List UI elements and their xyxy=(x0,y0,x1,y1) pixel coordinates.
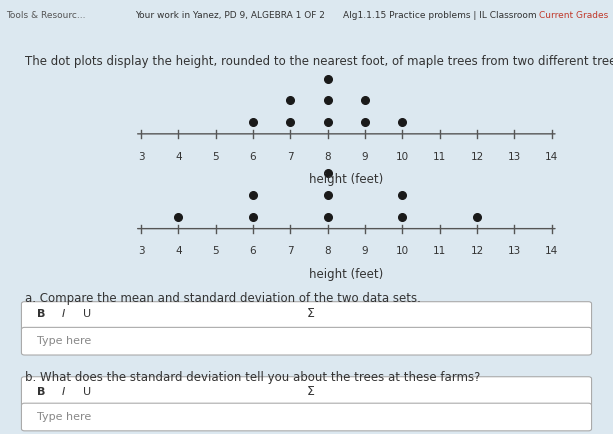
Text: 12: 12 xyxy=(470,247,484,256)
Text: height (feet): height (feet) xyxy=(309,173,384,186)
Text: Σ: Σ xyxy=(306,385,314,398)
Text: 14: 14 xyxy=(545,247,558,256)
Text: 13: 13 xyxy=(508,151,521,161)
Text: a. Compare the mean and standard deviation of the two data sets.: a. Compare the mean and standard deviati… xyxy=(25,292,421,305)
Text: 7: 7 xyxy=(287,247,294,256)
Text: 3: 3 xyxy=(138,247,144,256)
FancyBboxPatch shape xyxy=(21,377,592,406)
Text: 14: 14 xyxy=(545,151,558,161)
Text: b. What does the standard deviation tell you about the trees at these farms?: b. What does the standard deviation tell… xyxy=(25,371,480,384)
Text: height (feet): height (feet) xyxy=(309,268,384,281)
Text: U: U xyxy=(83,387,91,397)
Text: B: B xyxy=(37,309,45,319)
Text: 5: 5 xyxy=(212,247,219,256)
Text: 8: 8 xyxy=(324,151,331,161)
Text: B: B xyxy=(37,387,45,397)
Text: 11: 11 xyxy=(433,151,446,161)
Text: 10: 10 xyxy=(396,247,409,256)
Text: 8: 8 xyxy=(324,247,331,256)
Text: 7: 7 xyxy=(287,151,294,161)
Text: 5: 5 xyxy=(212,151,219,161)
Text: I: I xyxy=(61,309,64,319)
Text: 6: 6 xyxy=(249,151,256,161)
Text: 11: 11 xyxy=(433,247,446,256)
Text: 9: 9 xyxy=(362,247,368,256)
Text: The dot plots display the height, rounded to the nearest foot, of maple trees fr: The dot plots display the height, rounde… xyxy=(25,55,613,68)
Text: I: I xyxy=(61,387,64,397)
Text: 12: 12 xyxy=(470,151,484,161)
Text: Σ: Σ xyxy=(306,307,314,320)
FancyBboxPatch shape xyxy=(21,302,592,331)
Text: 10: 10 xyxy=(396,151,409,161)
Text: 9: 9 xyxy=(362,151,368,161)
Text: 4: 4 xyxy=(175,151,181,161)
Text: Type here: Type here xyxy=(37,412,91,422)
Text: 6: 6 xyxy=(249,247,256,256)
Text: 4: 4 xyxy=(175,247,181,256)
Text: U: U xyxy=(83,309,91,319)
Text: Current Grades: Current Grades xyxy=(539,11,609,20)
Text: Your work in Yanez, PD 9, ALGEBRA 1 OF 2: Your work in Yanez, PD 9, ALGEBRA 1 OF 2 xyxy=(135,11,325,20)
Text: Type here: Type here xyxy=(37,336,91,346)
Text: Tools & Resourc...: Tools & Resourc... xyxy=(6,11,86,20)
Text: Alg1.1.15 Practice problems | IL Classroom: Alg1.1.15 Practice problems | IL Classro… xyxy=(343,11,537,20)
Text: 3: 3 xyxy=(138,151,144,161)
FancyBboxPatch shape xyxy=(21,403,592,431)
FancyBboxPatch shape xyxy=(21,327,592,355)
Text: 13: 13 xyxy=(508,247,521,256)
